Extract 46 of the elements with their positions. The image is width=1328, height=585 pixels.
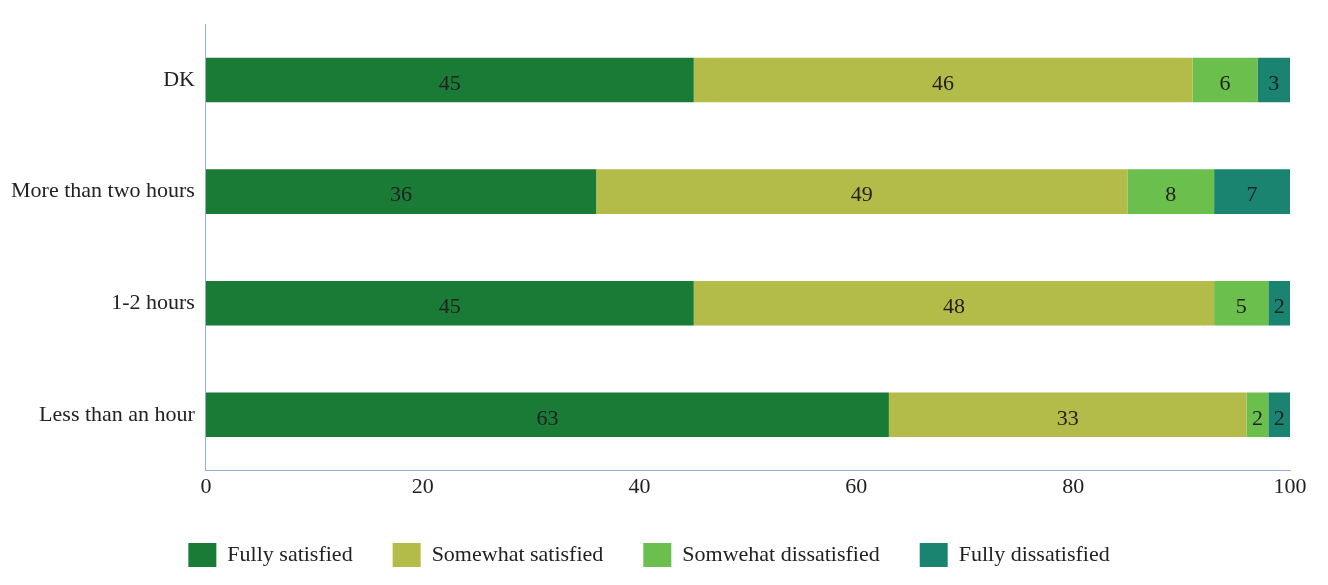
bar (205, 169, 597, 214)
bar (1214, 169, 1290, 214)
legend-label: Fully satisfied (227, 540, 353, 566)
bar (1214, 280, 1269, 326)
data-label: 45 (438, 292, 461, 318)
legend-label: Somwehat dissatisfied (682, 540, 880, 566)
y-tick-label: 1-2 hours (111, 288, 195, 314)
y-tick-label: More than two hours (11, 177, 195, 203)
data-label: 2 (1273, 292, 1285, 318)
data-label: 33 (1056, 404, 1079, 430)
data-label: 2 (1273, 404, 1285, 430)
x-tick-label: 40 (628, 472, 651, 498)
bar (205, 392, 889, 438)
bar (1192, 57, 1258, 103)
data-label: 6 (1219, 69, 1231, 95)
data-label: 7 (1246, 181, 1258, 207)
bar (205, 57, 694, 103)
bar (596, 169, 1128, 214)
x-tick-label: 0 (200, 472, 212, 498)
bar (1257, 57, 1290, 103)
x-tick-label: 20 (411, 472, 434, 498)
bar (205, 280, 694, 326)
legend-label: Somewhat satisfied (431, 540, 604, 566)
bar (1268, 280, 1290, 326)
data-label: 48 (942, 292, 965, 318)
data-label: 36 (390, 181, 413, 207)
x-tick-label: 100 (1273, 472, 1307, 498)
legend-label: Fully dissatisfied (958, 540, 1110, 566)
x-tick-label: 60 (845, 472, 868, 498)
data-label: 63 (536, 404, 559, 430)
y-tick-label: DK (163, 65, 196, 91)
bar (1268, 392, 1290, 438)
data-label: 3 (1268, 69, 1280, 95)
data-label: 5 (1235, 292, 1247, 318)
y-tick-label: Less than an hour (39, 400, 196, 426)
data-label: 46 (932, 69, 955, 95)
data-label: 8 (1165, 181, 1177, 207)
data-label: 45 (438, 69, 461, 95)
bar (1127, 169, 1215, 214)
data-label: 2 (1251, 404, 1263, 430)
bar (693, 57, 1193, 103)
data-label: 49 (850, 181, 873, 207)
bar (693, 280, 1215, 326)
bar (888, 392, 1247, 438)
x-tick-label: 80 (1062, 472, 1085, 498)
bar (1246, 392, 1269, 438)
